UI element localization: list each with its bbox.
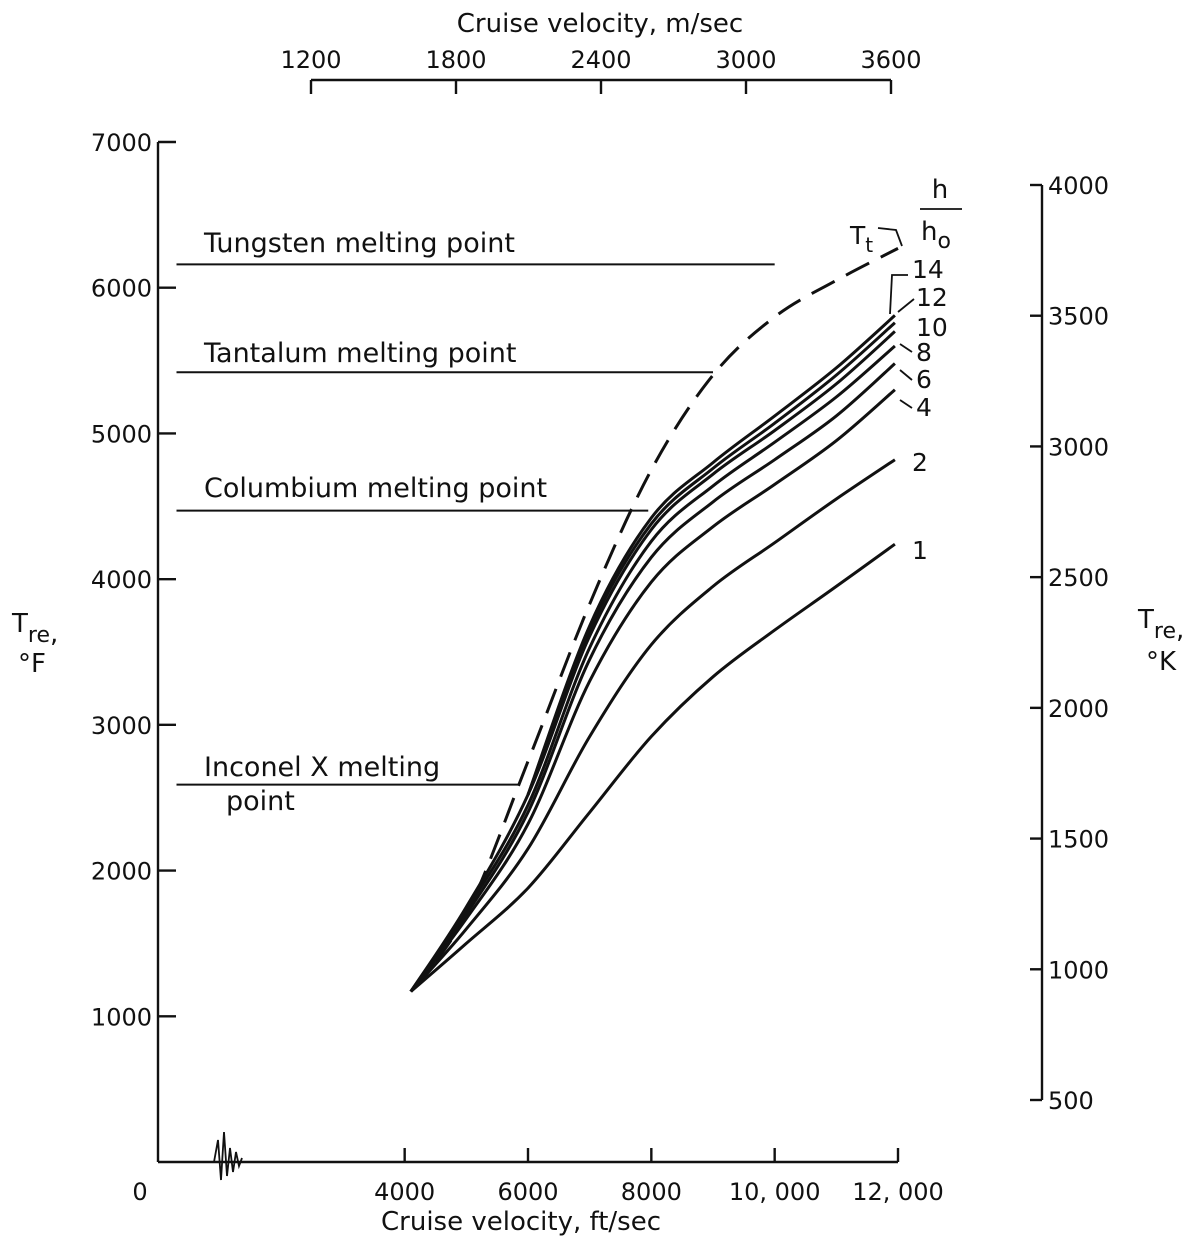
series-label-sub: t — [865, 233, 873, 257]
series-label-leader — [889, 274, 908, 315]
series-label: Tt — [849, 221, 873, 257]
series-label-leader — [897, 298, 915, 313]
series-line-h-2 — [409, 458, 896, 993]
series-label-leader — [877, 227, 903, 247]
series-label-leader — [899, 399, 913, 409]
svg-text:Tre,: Tre, — [11, 609, 58, 649]
bottom-axis-tick-label: 10, 000 — [729, 1178, 821, 1206]
bottom-axis-tick-label: 4000 — [374, 1178, 435, 1206]
left-axis-tick-label: 3000 — [91, 712, 152, 740]
left-axis-unit: °F — [18, 649, 46, 679]
left-axis-title-suffix: , — [50, 619, 58, 649]
right-axis-tick-label: 1500 — [1048, 826, 1109, 854]
left-axis-tick-label: 1000 — [91, 1003, 152, 1031]
left-axis-tick-label: 6000 — [91, 275, 152, 303]
right-axis-title-sub: re — [1154, 619, 1176, 644]
series-line-h-14 — [526, 314, 896, 796]
series-line-h-4 — [409, 388, 896, 993]
ref-label-inconel-line2: point — [226, 786, 295, 817]
right-axis-tick-label: 2500 — [1048, 564, 1109, 592]
right-axis-title: Tre, °K — [1137, 605, 1184, 677]
series-line-h-6 — [409, 362, 896, 993]
reference-line-label: Tantalum melting point — [203, 338, 517, 369]
series-label: 1 — [912, 536, 928, 565]
left-axis-tick-label: 4000 — [91, 566, 152, 594]
series-line-h-8 — [409, 344, 896, 993]
legend-header-bottom-sub: o — [938, 229, 951, 254]
svg-text:Tre,: Tre, — [1137, 605, 1184, 645]
ref-label-inconel-line1: Inconel X melting — [204, 752, 440, 783]
right-axis-tick-label: 500 — [1048, 1087, 1094, 1115]
series-label: 10 — [916, 313, 948, 342]
bottom-axis-tick-label: 12, 000 — [852, 1178, 944, 1206]
top-axis-tick-label: 1800 — [425, 46, 486, 74]
top-axis-title: Cruise velocity, m/sec — [457, 9, 743, 39]
series-line-h-10 — [409, 330, 896, 993]
series-label: 14 — [912, 255, 944, 284]
reference-line-label: Tungsten melting point — [203, 228, 515, 259]
legend-header-top: h — [932, 175, 948, 205]
series-line-h-12 — [526, 321, 896, 796]
series-label: 8 — [916, 338, 932, 367]
top-axis-tick-label: 2400 — [570, 46, 631, 74]
left-axis-tick-label: 5000 — [91, 420, 152, 448]
right-axis-tick-label: 4000 — [1048, 172, 1109, 200]
reference-lines-layer — [176, 263, 775, 786]
series-label: 4 — [916, 393, 932, 422]
left-axis-tick-label: 2000 — [91, 858, 152, 886]
left-axis-title-main: T — [11, 609, 28, 639]
right-axis-unit: °K — [1146, 647, 1177, 677]
series-label-leader — [899, 369, 913, 381]
top-axis-tick-label: 3000 — [715, 46, 776, 74]
bottom-axis-tick-label: 6000 — [497, 1178, 558, 1206]
right-axis-title-suffix: , — [1176, 615, 1184, 645]
left-axis-title: Tre, °F — [11, 609, 58, 679]
legend-header-bottom: h — [921, 217, 937, 247]
bottom-axis-title: Cruise velocity, ft/sec — [381, 1207, 661, 1237]
right-axis-tick-label: 1000 — [1048, 956, 1109, 984]
axis-break-mark — [213, 1131, 243, 1181]
right-axis-title-main: T — [1137, 605, 1154, 635]
right-axis-tick-label: 3500 — [1048, 303, 1109, 331]
series-label: 12 — [916, 283, 948, 312]
series-layer — [409, 247, 899, 993]
series-label: 2 — [912, 448, 928, 477]
bottom-axis-tick-label: 0 — [132, 1178, 147, 1206]
labels-layer: Tungsten melting point Tantalum melting p… — [203, 221, 948, 565]
svg-text:ho: ho — [921, 217, 951, 254]
axes-layer: 1000 2000 3000 4000 5000 6000 7000 0 4000 6000 800… — [91, 46, 1109, 1206]
series-label: 6 — [916, 365, 932, 394]
series-line-h-1 — [409, 542, 896, 993]
left-axis-tick-label: 7000 — [91, 129, 152, 157]
bottom-axis-tick-label: 8000 — [621, 1178, 682, 1206]
top-axis-tick-label: 3600 — [860, 46, 921, 74]
series-label-leader — [899, 343, 913, 353]
top-axis-tick-label: 1200 — [280, 46, 341, 74]
right-axis-tick-label: 3000 — [1048, 433, 1109, 461]
right-axis-tick-label: 2000 — [1048, 695, 1109, 723]
legend-header: h ho — [920, 175, 962, 254]
reference-line-label: Columbium melting point — [204, 473, 547, 504]
series-line-tt — [409, 247, 899, 993]
left-axis-title-sub: re — [28, 623, 50, 648]
